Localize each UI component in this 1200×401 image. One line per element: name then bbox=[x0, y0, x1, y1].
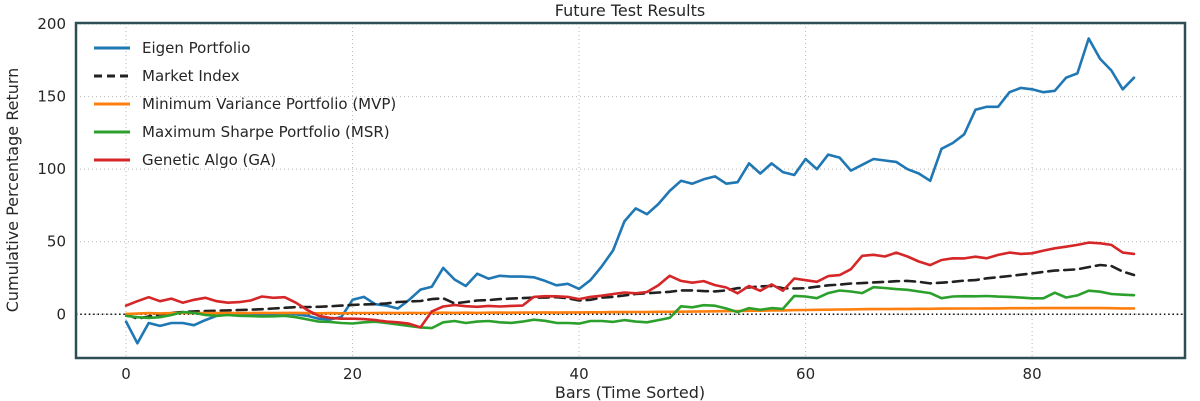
x-tick-label: 0 bbox=[121, 365, 131, 383]
legend-item-mvp: Minimum Variance Portfolio (MVP) bbox=[94, 95, 396, 113]
x-axis-label: Bars (Time Sorted) bbox=[555, 383, 705, 401]
x-tick-label: 20 bbox=[343, 365, 362, 383]
series-line-minimum-variance-portfolio-mvp bbox=[124, 306, 1136, 316]
y-tick-label: 0 bbox=[56, 305, 66, 323]
y-tick-label: 100 bbox=[37, 160, 66, 178]
series-line-market-index bbox=[124, 263, 1136, 321]
legend-label-market-index: Market Index bbox=[142, 67, 240, 85]
chart-title: Future Test Results bbox=[555, 1, 705, 20]
legend-item-market-index: Market Index bbox=[94, 67, 240, 85]
x-tick-labels: 0 20 40 60 80 bbox=[121, 365, 1041, 383]
plot-border bbox=[74, 21, 1187, 360]
y-tick-label: 150 bbox=[37, 88, 66, 106]
series-layer bbox=[124, 37, 1136, 345]
legend-item-eigen-portfolio: Eigen Portfolio bbox=[94, 39, 250, 57]
legend-label-ga: Genetic Algo (GA) bbox=[142, 151, 276, 169]
legend-label-msr: Maximum Sharpe Portfolio (MSR) bbox=[142, 123, 390, 141]
legend-item-msr: Maximum Sharpe Portfolio (MSR) bbox=[94, 123, 390, 141]
x-tick-label: 80 bbox=[1023, 365, 1042, 383]
y-axis-label: Cumulative Percentage Return bbox=[3, 68, 22, 313]
series-line-genetic-algo-ga bbox=[124, 241, 1136, 329]
x-tick-label: 40 bbox=[570, 365, 589, 383]
y-tick-label: 50 bbox=[47, 233, 66, 251]
legend-label-eigen-portfolio: Eigen Portfolio bbox=[142, 39, 250, 57]
legend-label-mvp: Minimum Variance Portfolio (MVP) bbox=[142, 95, 396, 113]
legend: Eigen Portfolio Market Index Minimum Var… bbox=[94, 39, 396, 169]
y-tick-labels: 0 50 100 150 200 bbox=[37, 15, 66, 323]
legend-item-ga: Genetic Algo (GA) bbox=[94, 151, 276, 169]
x-tick-label: 60 bbox=[796, 365, 815, 383]
series-line-maximum-sharpe-portfolio-msr bbox=[124, 285, 1136, 330]
y-tick-label: 200 bbox=[37, 15, 66, 33]
